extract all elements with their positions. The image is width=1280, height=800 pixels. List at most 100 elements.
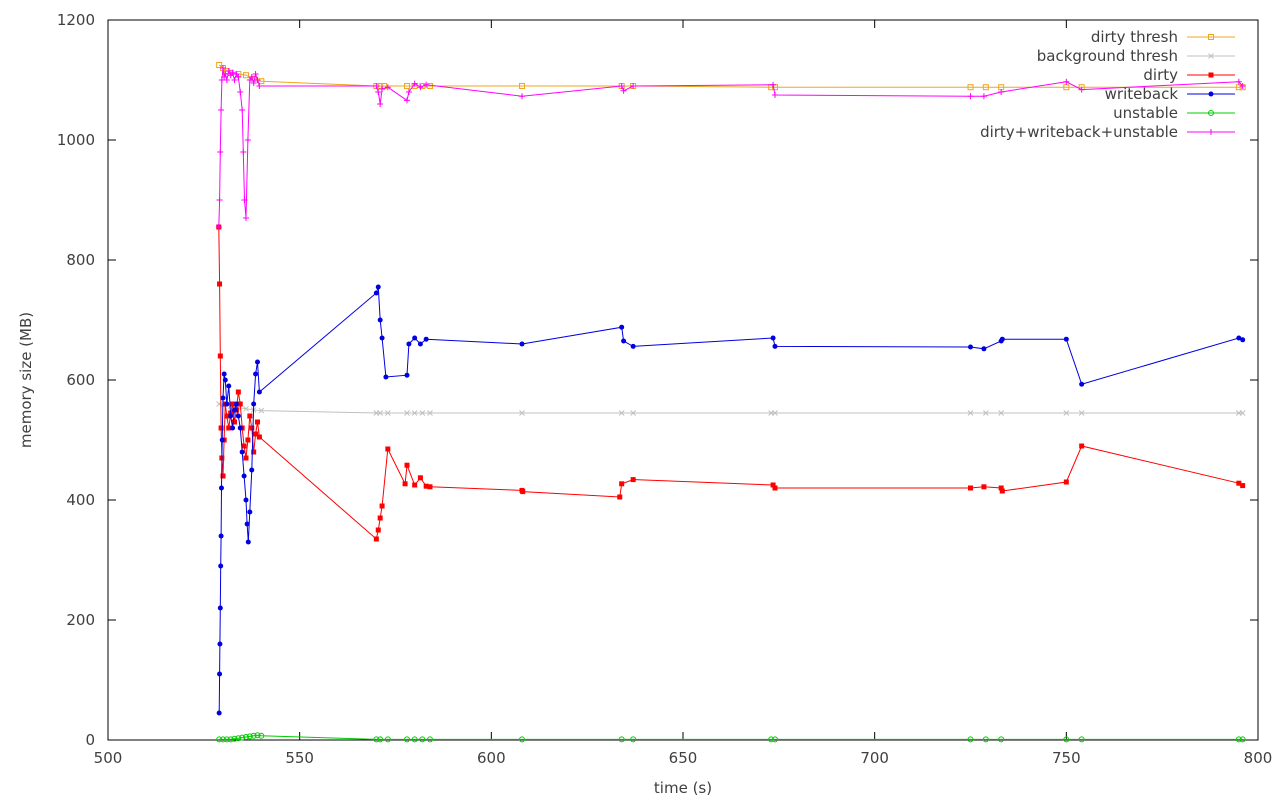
data-point: [218, 533, 224, 539]
data-point: [223, 736, 230, 743]
data-point: [220, 736, 226, 743]
data-point: [1235, 736, 1242, 743]
data-point: [982, 84, 989, 91]
data-point: [253, 431, 259, 437]
data-point: [619, 324, 625, 330]
data-point: [247, 413, 253, 419]
data-point: [235, 74, 242, 80]
data-point: [237, 89, 244, 95]
data-point: [235, 413, 241, 419]
axis-ticks: 500 550 600 650 700 750 800 0 200 400 600 800 1000 12…: [57, 11, 1273, 767]
data-point: [630, 343, 636, 349]
legend-marker: [1208, 129, 1214, 135]
data-point: [233, 401, 239, 407]
data-point: [384, 84, 391, 91]
series-3: [216, 284, 1246, 716]
data-point: [220, 65, 226, 71]
y-axis-label: memory size (MB): [17, 312, 35, 448]
data-point: [218, 107, 225, 113]
x-tick-label: 600: [477, 749, 506, 767]
data-point: [982, 410, 989, 416]
data-point: [216, 736, 223, 743]
data-point: [384, 410, 391, 416]
data-point: [227, 736, 234, 743]
data-point: [1079, 443, 1085, 449]
data-point: [427, 736, 433, 743]
data-point: [246, 733, 253, 740]
data-point: [998, 410, 1005, 416]
data-point: [373, 290, 379, 296]
data-point: [379, 335, 385, 341]
data-point: [237, 425, 243, 431]
data-point: [1063, 336, 1069, 342]
series-line: [218, 67, 1244, 228]
data-point: [250, 80, 257, 86]
data-point: [417, 84, 424, 91]
data-point: [228, 413, 234, 419]
data-point: [618, 736, 625, 743]
data-point: [258, 732, 265, 739]
data-point: [255, 419, 260, 425]
data-point: [373, 536, 379, 542]
data-point: [377, 736, 384, 743]
data-point: [419, 83, 426, 89]
data-point: [519, 736, 525, 743]
legend-marker: [1208, 110, 1214, 116]
data-point: [241, 197, 248, 203]
data-point: [379, 86, 386, 92]
data-point: [1063, 479, 1069, 485]
legend-label: unstable: [1113, 104, 1178, 122]
data-point: [968, 344, 973, 350]
data-point: [404, 736, 410, 743]
data-point: [519, 93, 525, 100]
data-point: [244, 137, 251, 143]
series-line: [219, 403, 1243, 414]
legend-label: dirty+writeback+unstable: [980, 123, 1178, 141]
data-point: [239, 734, 246, 741]
data-point: [1236, 480, 1242, 486]
data-point: [377, 317, 383, 323]
data-point: [249, 425, 255, 431]
data-point: [772, 485, 778, 491]
data-point: [519, 410, 525, 416]
data-point: [243, 215, 249, 221]
series-line: [219, 734, 1243, 740]
data-point: [620, 87, 627, 94]
data-point: [383, 374, 389, 380]
data-point: [241, 443, 247, 449]
y-tick-label: 1000: [57, 131, 95, 149]
data-point: [243, 405, 249, 412]
data-point: [243, 734, 249, 740]
data-point: [404, 97, 410, 104]
data-point: [239, 449, 245, 455]
data-point: [772, 343, 778, 349]
y-tick-label: 800: [66, 251, 95, 269]
data-point: [256, 389, 262, 395]
data-point: [217, 671, 223, 677]
data-point: [375, 284, 381, 290]
data-point: [999, 488, 1005, 494]
data-point: [239, 107, 246, 113]
data-point: [256, 434, 262, 440]
data-point: [221, 371, 227, 377]
series-2: [216, 224, 1246, 542]
data-point: [768, 736, 775, 743]
series-line: [218, 64, 1243, 88]
data-point: [621, 338, 627, 344]
data-point: [217, 605, 223, 611]
data-point: [243, 497, 249, 503]
data-point: [221, 74, 228, 80]
data-point: [1239, 83, 1246, 89]
legend-marker: [1208, 91, 1214, 97]
x-tick-label: 750: [1052, 749, 1081, 767]
data-point: [256, 83, 263, 89]
data-point: [1236, 335, 1242, 341]
data-point: [630, 736, 637, 743]
data-point: [218, 425, 224, 431]
data-point: [1240, 337, 1246, 343]
data-point: [967, 93, 974, 100]
series-4: [216, 732, 1246, 743]
data-point: [241, 473, 247, 479]
data-point: [247, 509, 253, 515]
series-group: [215, 62, 1246, 743]
